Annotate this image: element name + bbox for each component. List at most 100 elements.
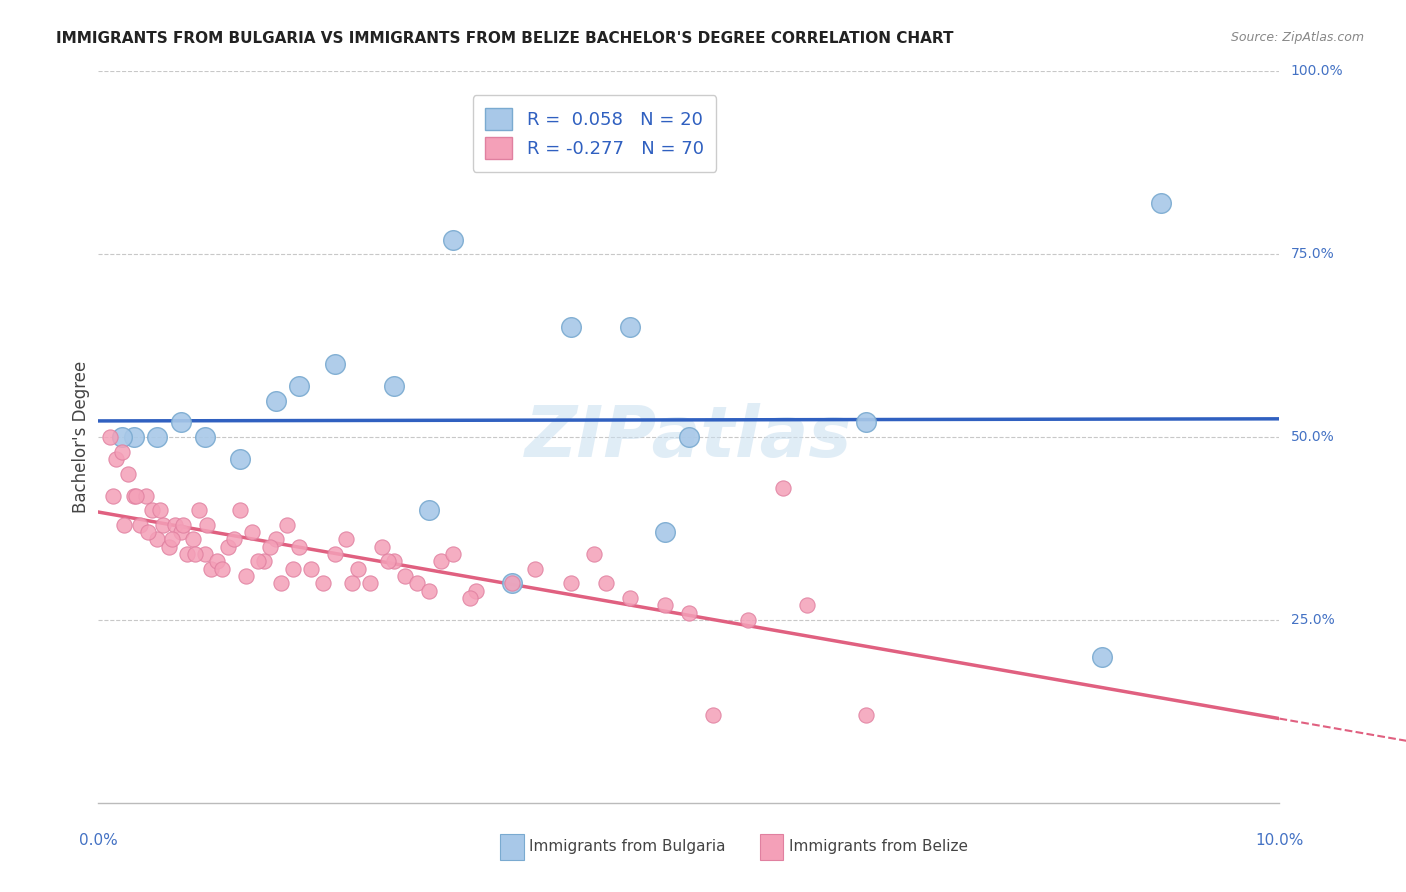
Point (406, 576, 429, 591)
Point (264, 533, 287, 547)
Point (224, 533, 246, 547)
Point (217, 540, 239, 554)
Text: Immigrants from Bulgaria: Immigrants from Bulgaria (530, 839, 725, 855)
Point (141, 503, 163, 517)
Point (184, 547, 207, 561)
Point (246, 554, 269, 568)
Point (283, 562, 305, 576)
Point (264, 393, 287, 408)
Point (855, 416, 877, 430)
Text: Source: ZipAtlas.com: Source: ZipAtlas.com (1230, 31, 1364, 45)
Point (619, 591, 641, 605)
Point (678, 606, 700, 620)
Point (229, 503, 252, 517)
Point (382, 379, 405, 393)
Point (125, 489, 148, 503)
Text: 10.0%: 10.0% (1256, 833, 1303, 848)
Point (146, 533, 169, 547)
Point (105, 452, 128, 467)
Point (702, 708, 724, 723)
Point (270, 576, 292, 591)
Point (211, 562, 233, 576)
Point (560, 320, 582, 334)
Point (170, 416, 193, 430)
Point (737, 613, 759, 627)
Point (347, 562, 370, 576)
Point (136, 525, 159, 540)
Text: Immigrants from Belize: Immigrants from Belize (789, 839, 969, 855)
Point (157, 540, 180, 554)
Point (152, 517, 174, 532)
Point (160, 533, 183, 547)
Point (299, 562, 322, 576)
Point (335, 533, 357, 547)
Point (796, 599, 818, 613)
Point (128, 517, 150, 532)
Point (112, 517, 135, 532)
Point (288, 379, 311, 393)
Point (394, 569, 416, 583)
Point (595, 576, 617, 591)
Legend: R =  0.058   N = 20, R = -0.277   N = 70: R = 0.058 N = 20, R = -0.277 N = 70 (472, 95, 717, 171)
Point (259, 540, 281, 554)
Point (111, 430, 134, 444)
Point (583, 547, 606, 561)
Point (111, 444, 134, 458)
Point (117, 467, 139, 481)
Point (146, 430, 169, 444)
Text: IMMIGRANTS FROM BULGARIA VS IMMIGRANTS FROM BELIZE BACHELOR'S DEGREE CORRELATION: IMMIGRANTS FROM BULGARIA VS IMMIGRANTS F… (56, 31, 953, 46)
Point (170, 525, 193, 540)
Text: 100.0%: 100.0% (1291, 64, 1343, 78)
Point (229, 452, 252, 467)
Point (619, 320, 641, 334)
Point (165, 517, 187, 532)
Point (253, 554, 276, 568)
Point (194, 430, 217, 444)
Point (430, 554, 453, 568)
Text: 0.0%: 0.0% (79, 833, 118, 848)
Point (149, 503, 172, 517)
Point (441, 547, 464, 561)
Point (135, 489, 157, 503)
Point (122, 489, 145, 503)
Point (194, 547, 217, 561)
Point (312, 576, 335, 591)
Point (418, 583, 440, 598)
Y-axis label: Bachelor's Degree: Bachelor's Degree (72, 361, 90, 513)
Point (359, 576, 381, 591)
Point (501, 576, 523, 591)
Point (465, 583, 488, 598)
Point (654, 599, 676, 613)
Point (98, 430, 121, 444)
Point (276, 517, 298, 532)
Point (240, 525, 263, 540)
Point (524, 562, 547, 576)
Point (323, 547, 346, 561)
FancyBboxPatch shape (759, 834, 783, 860)
Text: 25.0%: 25.0% (1291, 613, 1334, 627)
Point (323, 357, 346, 371)
Point (176, 547, 198, 561)
Point (288, 540, 311, 554)
Point (200, 562, 222, 576)
Point (1091, 649, 1114, 664)
Point (371, 540, 394, 554)
Text: ZIPatlas: ZIPatlas (526, 402, 852, 472)
Point (560, 576, 582, 591)
FancyBboxPatch shape (501, 834, 523, 860)
Point (101, 489, 124, 503)
Text: 75.0%: 75.0% (1291, 247, 1334, 261)
Point (501, 576, 523, 591)
Point (172, 517, 194, 532)
Point (772, 481, 794, 495)
Point (678, 430, 700, 444)
Point (235, 569, 257, 583)
Text: 50.0%: 50.0% (1291, 430, 1334, 444)
Point (441, 233, 464, 247)
Point (187, 503, 209, 517)
Point (377, 554, 399, 568)
Point (205, 554, 228, 568)
Point (418, 503, 440, 517)
Point (654, 525, 676, 540)
Point (382, 554, 405, 568)
